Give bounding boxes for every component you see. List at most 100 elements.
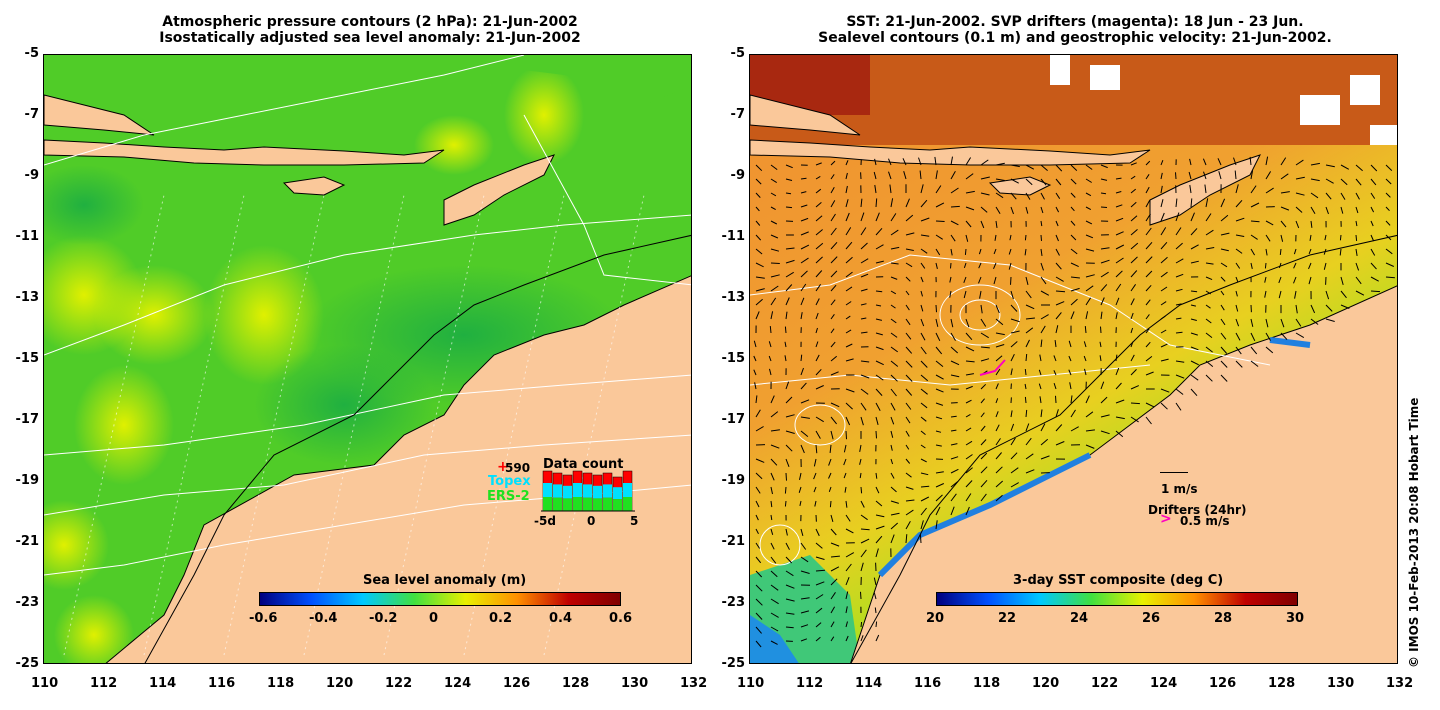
velocity-arrow — [1038, 383, 1042, 390]
velocity-arrow — [1130, 215, 1138, 222]
velocity-arrow — [1340, 304, 1350, 309]
velocity-arrow — [1099, 355, 1102, 362]
velocity-arrow — [1115, 231, 1124, 236]
velocity-arrow — [755, 472, 763, 480]
velocity-arrow — [755, 248, 763, 255]
velocity-arrow — [1250, 332, 1256, 342]
velocity-arrow — [800, 283, 807, 292]
velocity-arrow — [799, 472, 802, 481]
velocity-arrow — [830, 542, 840, 547]
velocity-arrow — [1055, 441, 1065, 446]
velocity-arrow — [785, 528, 788, 536]
velocity-arrow — [1175, 242, 1183, 250]
velocity-arrow — [1235, 184, 1239, 194]
velocity-arrow — [905, 304, 910, 311]
velocity-arrow — [785, 381, 790, 390]
velocity-arrow — [1025, 164, 1035, 170]
velocity-arrow — [1370, 234, 1375, 242]
velocity-arrow — [1235, 304, 1239, 312]
velocity-arrow — [845, 329, 852, 334]
velocity-arrow — [995, 494, 1003, 502]
velocity-arrow — [1160, 199, 1164, 208]
x-tick-label: 124 — [444, 676, 472, 691]
velocity-arrow — [1160, 172, 1163, 180]
velocity-arrow — [950, 248, 953, 256]
velocity-arrow — [1039, 396, 1042, 404]
velocity-arrow — [935, 388, 944, 393]
velocity-arrow — [860, 486, 863, 494]
velocity-arrow — [905, 430, 910, 437]
y-tick-label: -21 — [721, 534, 746, 549]
velocity-arrow — [1085, 192, 1092, 197]
y-tick-label: -15 — [15, 351, 40, 366]
velocity-arrow — [950, 360, 960, 366]
velocity-arrow — [965, 318, 970, 328]
velocity-arrow — [875, 318, 883, 321]
y-tick-label: -7 — [24, 107, 39, 122]
velocity-arrow — [1025, 327, 1034, 334]
velocity-arrow — [890, 276, 898, 280]
y-tick-label: -19 — [721, 473, 746, 488]
velocity-arrow — [1054, 340, 1057, 348]
velocity-arrow — [1130, 256, 1138, 264]
velocity-arrow — [1040, 206, 1044, 214]
velocity-arrow — [874, 158, 877, 166]
velocity-arrow — [905, 374, 913, 382]
velocity-arrow — [1145, 270, 1153, 278]
velocity-arrow — [875, 388, 883, 396]
velocity-arrow — [830, 213, 836, 222]
velocity-arrow — [860, 273, 869, 278]
velocity-arrow — [800, 177, 807, 180]
velocity-arrow — [873, 171, 877, 180]
velocity-arrow — [1115, 270, 1123, 278]
velocity-arrow — [1370, 262, 1377, 270]
velocity-arrow — [965, 190, 975, 194]
velocity-arrow — [1220, 262, 1228, 268]
velocity-arrow — [860, 416, 864, 426]
velocity-arrow — [890, 346, 898, 353]
velocity-arrow — [920, 416, 927, 422]
velocity-arrow — [1235, 332, 1241, 341]
velocity-arrow — [800, 542, 807, 550]
velocity-arrow — [995, 178, 1005, 181]
velocity-arrow — [828, 458, 832, 466]
velocity-arrow — [963, 276, 967, 283]
velocity-arrow — [1175, 288, 1183, 292]
velocity-arrow — [845, 212, 850, 222]
velocity-arrow — [980, 452, 988, 460]
velocity-arrow — [905, 499, 915, 502]
velocity-arrow — [965, 360, 975, 363]
velocity-arrow — [1040, 325, 1046, 334]
velocity-arrow — [1115, 382, 1122, 390]
velocity-arrow — [905, 509, 914, 516]
velocity-arrow — [845, 635, 849, 642]
x-tick-label: 130 — [621, 676, 649, 691]
velocity-arrow — [1295, 159, 1304, 166]
velocity-arrow — [1160, 301, 1167, 306]
velocity-arrow — [1220, 332, 1227, 340]
velocity-arrow — [1250, 234, 1258, 240]
velocity-scale-arrow-icon — [1160, 472, 1188, 473]
velocity-arrows — [753, 156, 1395, 648]
velocity-arrow — [1160, 329, 1167, 334]
velocity-arrow — [1235, 346, 1242, 355]
velocity-arrow — [875, 514, 885, 518]
velocity-arrow — [965, 346, 975, 352]
velocity-arrow — [1160, 402, 1168, 410]
velocity-arrow — [1355, 262, 1360, 271]
velocity-arrow — [755, 311, 760, 320]
velocity-arrow — [920, 430, 926, 435]
velocity-arrow — [1250, 262, 1253, 270]
velocity-arrow — [1070, 220, 1076, 226]
velocity-arrow — [1068, 355, 1072, 362]
velocity-arrow — [1340, 164, 1350, 170]
velocity-arrow — [860, 591, 862, 600]
velocity-arrow — [1278, 290, 1282, 299]
velocity-arrow — [875, 212, 880, 222]
velocity-arrow — [860, 198, 863, 208]
velocity-arrow — [815, 607, 823, 614]
velocity-arrow — [785, 612, 795, 615]
velocity-arrow — [1008, 248, 1012, 255]
velocity-arrow — [784, 341, 787, 348]
count-bar-ers2 — [563, 498, 572, 511]
